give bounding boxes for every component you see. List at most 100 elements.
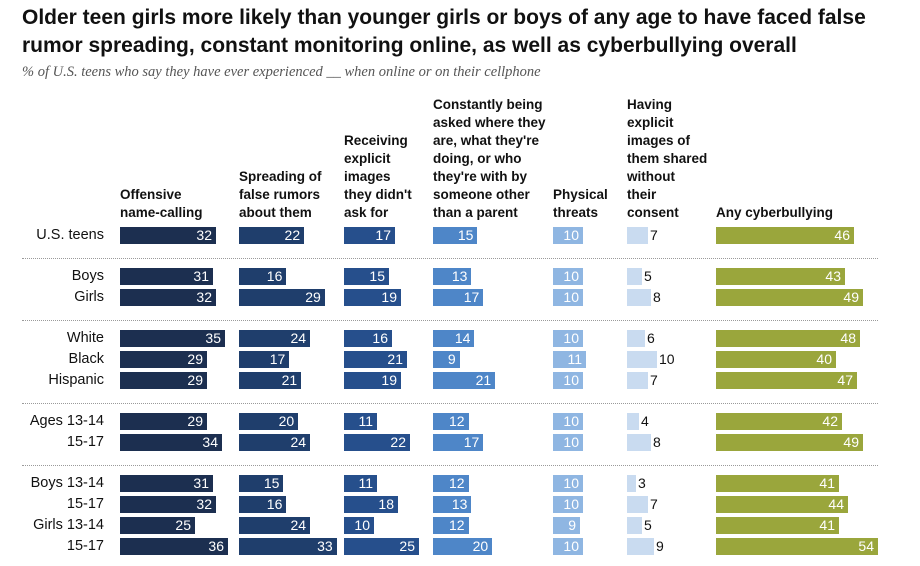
row-label: Black [68,351,104,367]
row-label: Ages 13-14 [29,413,104,429]
data-label: 6 [647,330,655,346]
data-label: 29 [187,351,203,367]
data-label: 48 [840,330,856,346]
data-label: 19 [381,372,397,388]
bar [433,517,469,534]
bar [553,268,583,285]
bar [344,227,395,244]
bar [716,413,842,430]
data-label: 7 [650,496,658,512]
row-label: Girls [74,289,104,305]
bar [344,268,389,285]
bar [239,475,284,492]
data-label: 19 [381,289,397,305]
bar [120,372,207,389]
data-label: 24 [290,330,307,346]
row-label: Boys [71,268,104,284]
data-label: 34 [202,434,218,450]
row-label: Boys 13-14 [30,475,104,491]
data-label: 10 [659,351,675,367]
bar [627,289,651,306]
data-label: 14 [454,330,471,346]
data-label: 12 [448,413,465,429]
data-label: 12 [448,475,465,491]
data-label: 25 [399,538,415,554]
data-label: 54 [858,538,874,554]
bar [344,372,401,389]
bar [239,227,305,244]
bar [344,517,374,534]
bar [716,538,878,555]
bar [627,496,648,513]
data-label: 10 [563,330,579,346]
row-label: 15-17 [66,538,104,554]
data-label: 15 [263,475,280,491]
data-label: 35 [205,330,221,346]
data-label: 10 [563,496,579,512]
data-label: 32 [196,289,212,305]
bar [553,517,580,534]
data-label: 21 [475,372,492,388]
bar [553,413,583,430]
data-label: 4 [641,413,649,429]
bar [344,496,398,513]
data-label: 32 [196,227,212,243]
bar [239,538,337,555]
data-label: 22 [284,227,301,243]
data-label: 17 [269,351,286,367]
bar [120,289,216,306]
bar [120,351,207,368]
bar [239,413,299,430]
data-label: 47 [837,372,853,388]
bar [120,517,195,534]
bar [716,268,845,285]
data-label: 41 [819,517,835,533]
data-label: 9 [568,517,576,533]
data-label: 10 [354,517,370,533]
bar [553,434,583,451]
bar [627,227,648,244]
data-label: 17 [375,227,391,243]
bar [120,475,213,492]
data-label: 5 [644,268,652,284]
bar [344,434,410,451]
column-header: Any cyberbullying [716,205,834,220]
bar [239,434,311,451]
data-label: 16 [266,496,283,512]
bar [120,227,216,244]
bar [627,268,642,285]
data-label: 11 [358,413,373,429]
data-label: 10 [563,538,579,554]
data-label: 18 [378,496,394,512]
data-label: 9 [656,538,664,554]
bar [553,475,583,492]
group-divider [22,465,878,466]
data-label: 13 [451,268,468,284]
bar [627,538,654,555]
data-label: 29 [305,289,321,305]
data-label: 49 [843,289,859,305]
bar [344,330,392,347]
data-label: 8 [653,434,661,450]
data-label: 43 [825,268,841,284]
bar [433,434,484,451]
bar [120,268,213,285]
bar [433,372,496,389]
bar [553,330,583,347]
bar [433,413,469,430]
bar [716,517,839,534]
column-header: Constantly being asked where they are, w… [433,97,546,220]
data-label: 11 [567,351,582,367]
bar [344,413,377,430]
bar [239,496,287,513]
bar [120,413,207,430]
bar [344,289,401,306]
data-label: 36 [208,538,224,554]
bar [120,538,228,555]
chart-subtitle: % of U.S. teens who say they have ever e… [22,64,541,80]
data-label: 49 [843,434,859,450]
data-label: 20 [472,538,489,554]
data-label: 33 [317,538,333,554]
bar [344,538,419,555]
bar [433,268,472,285]
